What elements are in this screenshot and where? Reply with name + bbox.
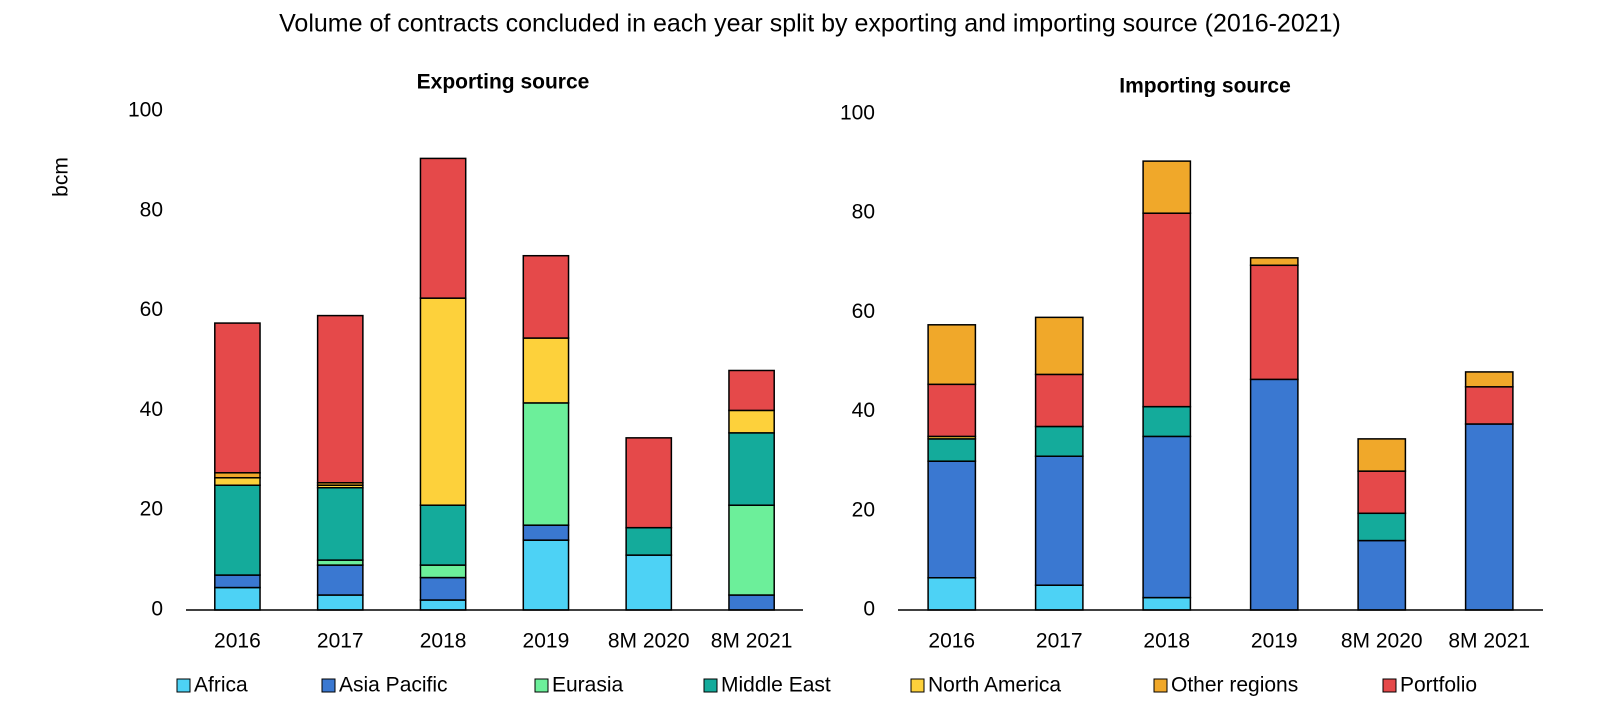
x-tick-label: 2018	[1143, 630, 1190, 653]
y-axis-label: bcm	[50, 157, 73, 197]
chart-title: Volume of contracts concluded in each ye…	[279, 10, 1341, 38]
bar-segment	[419, 576, 467, 601]
bar-segment	[316, 594, 364, 611]
bar-segment	[522, 524, 570, 541]
bar-segment	[625, 554, 673, 611]
y-tick-label: 0	[151, 598, 163, 621]
legend-label: Middle East	[721, 674, 831, 697]
y-tick-label: 60	[852, 300, 875, 323]
bar-segment	[728, 432, 775, 506]
bar-segment	[1357, 470, 1407, 515]
bar-segment	[419, 297, 467, 506]
legend-swatch	[703, 678, 718, 693]
bar-segment	[522, 337, 570, 404]
y-tick-label: 60	[140, 298, 163, 321]
bar-segment	[316, 486, 364, 561]
x-tick-label: 2017	[1036, 630, 1083, 653]
legend-swatch	[176, 678, 191, 693]
legend-swatch	[534, 678, 549, 693]
bar-segment	[1034, 316, 1084, 376]
bar-segment	[1142, 160, 1192, 214]
bar-segment	[214, 574, 261, 589]
bar-segment	[522, 402, 570, 526]
x-tick-label: 2019	[523, 630, 570, 653]
bar-segment	[1249, 264, 1299, 381]
x-tick-label: 8M 2021	[1448, 630, 1530, 653]
bar-segment	[419, 157, 467, 299]
y-tick-label: 100	[128, 99, 163, 122]
bar-segment	[1249, 257, 1299, 267]
x-tick-label: 8M 2021	[711, 630, 793, 653]
x-tick-label: 2019	[1251, 630, 1298, 653]
subplot-title: Importing source	[1119, 75, 1291, 98]
bar-segment	[1034, 373, 1084, 428]
bar-segment	[927, 324, 977, 386]
bar-segment	[419, 564, 467, 579]
bar-segment	[1464, 371, 1514, 388]
bar-segment	[1034, 584, 1084, 611]
bar-segment	[316, 314, 364, 484]
bar-segment	[419, 504, 467, 566]
legend-label: Asia Pacific	[339, 674, 448, 697]
bar-segment	[522, 539, 570, 611]
bar-segment	[214, 484, 261, 576]
bar-segment	[214, 322, 261, 474]
bar-segment	[419, 599, 467, 611]
bar-segment	[1357, 512, 1407, 542]
x-tick-label: 2017	[317, 630, 364, 653]
y-tick-label: 100	[840, 102, 875, 125]
bar-segment	[1357, 438, 1407, 472]
bar-segment	[1142, 212, 1192, 408]
legend-swatch	[1382, 678, 1397, 693]
x-tick-label: 2018	[420, 630, 467, 653]
legend-label: Other regions	[1171, 674, 1298, 697]
bar-segment	[1464, 423, 1514, 611]
bar-segment	[927, 383, 977, 438]
y-tick-label: 40	[140, 398, 163, 421]
x-tick-label: 8M 2020	[1341, 630, 1423, 653]
x-tick-label: 2016	[214, 630, 261, 653]
bar-segment	[1142, 596, 1192, 611]
y-tick-label: 0	[863, 598, 875, 621]
y-tick-label: 20	[852, 498, 875, 521]
bar-segment	[214, 477, 261, 487]
y-tick-label: 40	[852, 399, 875, 422]
legend-label: Portfolio	[1400, 674, 1477, 697]
bar-segment	[927, 577, 977, 611]
bar-segment	[625, 526, 673, 556]
bar-segment	[728, 504, 775, 596]
bar-segment	[316, 564, 364, 596]
bar-segment	[625, 437, 673, 529]
y-tick-label: 80	[852, 201, 875, 224]
bar-segment	[214, 586, 261, 611]
bar-segment	[728, 369, 775, 412]
bar-segment	[1142, 435, 1192, 599]
legend-swatch	[1153, 678, 1168, 693]
y-tick-label: 20	[140, 498, 163, 521]
bar-segment	[927, 460, 977, 579]
bar-segment	[1034, 425, 1084, 457]
x-tick-label: 2016	[928, 630, 975, 653]
bar-segment	[1464, 386, 1514, 425]
legend-label: Eurasia	[552, 674, 624, 697]
bar-segment	[927, 438, 977, 462]
bar-segment	[1034, 455, 1084, 586]
legend-swatch	[910, 678, 925, 693]
legend-swatch	[321, 678, 336, 693]
x-tick-label: 8M 2020	[608, 630, 690, 653]
bar-segment	[1142, 405, 1192, 438]
bar-segment	[522, 254, 570, 339]
legend-label: North America	[928, 674, 1061, 697]
bar-segment	[728, 409, 775, 434]
bar-segment	[1249, 378, 1299, 611]
bar-segment	[728, 594, 775, 611]
legend-label: Africa	[194, 674, 248, 697]
y-tick-label: 80	[140, 198, 163, 221]
bar-segment	[1357, 539, 1407, 611]
subplot-title: Exporting source	[417, 71, 590, 94]
